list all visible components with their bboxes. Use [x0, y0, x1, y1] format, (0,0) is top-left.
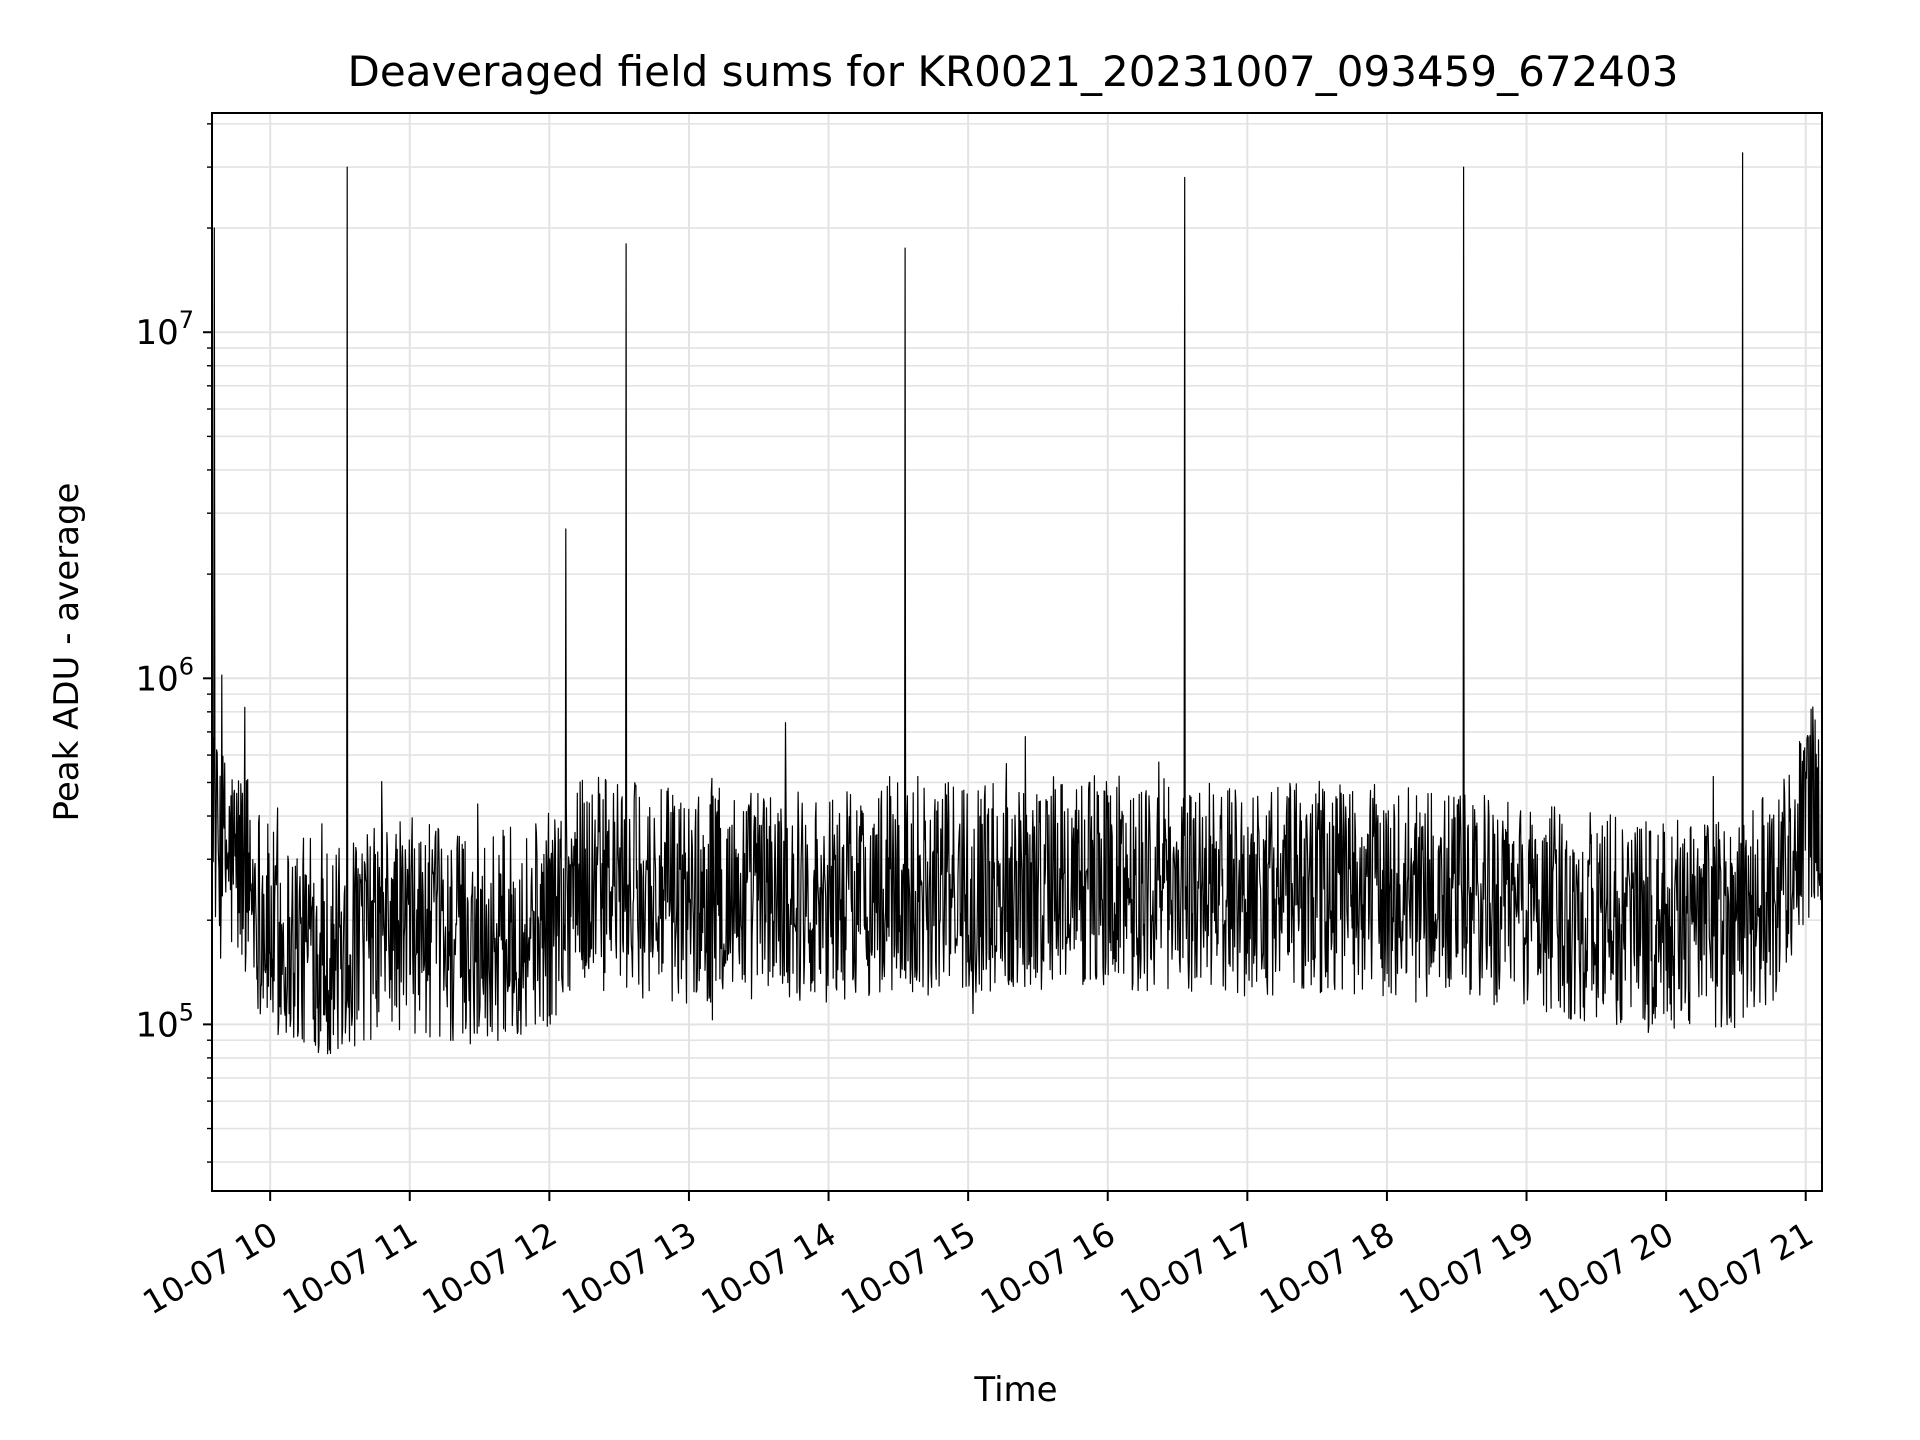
grid — [212, 113, 1822, 1191]
x-axis-label: Time — [973, 1370, 1057, 1410]
x-tick-label: 10-07 17 — [1113, 1214, 1261, 1322]
plot-frame — [211, 112, 1823, 1192]
y-axis-label: Peak ADU - average — [47, 483, 87, 822]
x-tick-label: 10-07 16 — [974, 1214, 1122, 1322]
x-tick-label: 10-07 20 — [1532, 1214, 1680, 1322]
x-tick-label: 10-07 14 — [695, 1214, 843, 1322]
x-tick-label: 10-07 13 — [555, 1214, 703, 1322]
chart-title: Deaveraged field sums for KR0021_2023100… — [348, 47, 1679, 96]
x-tick-label: 10-07 11 — [276, 1214, 424, 1322]
x-tick-label: 10-07 10 — [136, 1214, 284, 1322]
x-tick-label: 10-07 18 — [1253, 1214, 1401, 1322]
x-tick-label: 10-07 12 — [415, 1214, 563, 1322]
data-series — [211, 152, 1823, 1055]
y-tick-label: 107 — [135, 306, 194, 353]
x-tick-label: 10-07 15 — [834, 1214, 982, 1322]
x-tick-label: 10-07 19 — [1393, 1214, 1541, 1322]
y-tick-label: 105 — [135, 998, 194, 1045]
y-tick-label: 106 — [135, 652, 194, 699]
x-tick-label: 10-07 21 — [1672, 1214, 1820, 1322]
series-line — [211, 152, 1823, 1055]
